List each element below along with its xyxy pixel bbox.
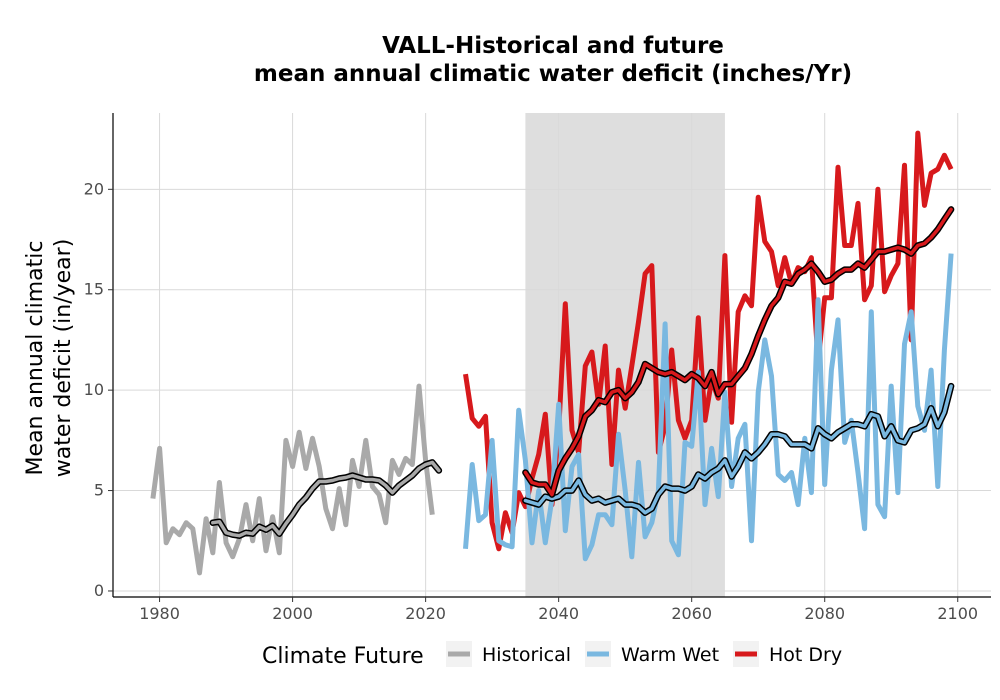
chart-title-line-1: VALL-Historical and future <box>382 33 724 59</box>
y-tick-label: 10 <box>84 380 104 399</box>
series-line-historical-smoothed <box>211 460 441 538</box>
grid <box>113 113 991 597</box>
x-tick-label: 2060 <box>671 604 712 623</box>
chart-title-line-2: mean annual climatic water deficit (inch… <box>254 61 852 87</box>
y-axis-label-line-1: Mean annual climatic <box>23 241 48 476</box>
legend-label-hot-dry: Hot Dry <box>769 644 842 666</box>
y-axis-label: Mean annual climatic water deficit (in/y… <box>23 239 76 478</box>
x-tick-label: 2000 <box>272 604 313 623</box>
y-axis-ticks: 0 5 10 15 20 <box>84 179 113 600</box>
x-tick-label: 2100 <box>937 604 978 623</box>
y-tick-label: 5 <box>94 481 104 500</box>
x-tick-label: 2020 <box>405 604 446 623</box>
legend-title: Climate Future <box>262 644 424 669</box>
legend-label-historical: Historical <box>482 644 571 666</box>
series-line-hot-dry <box>463 130 954 552</box>
series-line-historical <box>150 383 435 576</box>
y-tick-label: 0 <box>94 581 104 600</box>
y-tick-label: 20 <box>84 179 104 198</box>
series-line-hot-dry-smoothed <box>523 207 953 497</box>
x-tick-label: 2040 <box>538 604 579 623</box>
x-tick-label: 2080 <box>804 604 845 623</box>
x-tick-label: 1980 <box>139 604 180 623</box>
chart-title: VALL-Historical and future mean annual c… <box>254 33 852 87</box>
legend: Climate Future Historical Warm Wet Hot D… <box>262 641 842 669</box>
y-tick-label: 15 <box>84 280 104 299</box>
legend-label-warm-wet: Warm Wet <box>621 644 719 666</box>
plot-area: 1980 2000 2020 2040 2060 2080 2100 0 5 10 15 20 <box>84 113 991 623</box>
y-axis-label-line-2: water deficit (in/year) <box>51 239 76 478</box>
series-line-warm-wet-smoothed <box>523 384 953 515</box>
x-axis-ticks: 1980 2000 2020 2040 2060 2080 2100 <box>139 597 978 623</box>
series-layer <box>150 130 955 576</box>
